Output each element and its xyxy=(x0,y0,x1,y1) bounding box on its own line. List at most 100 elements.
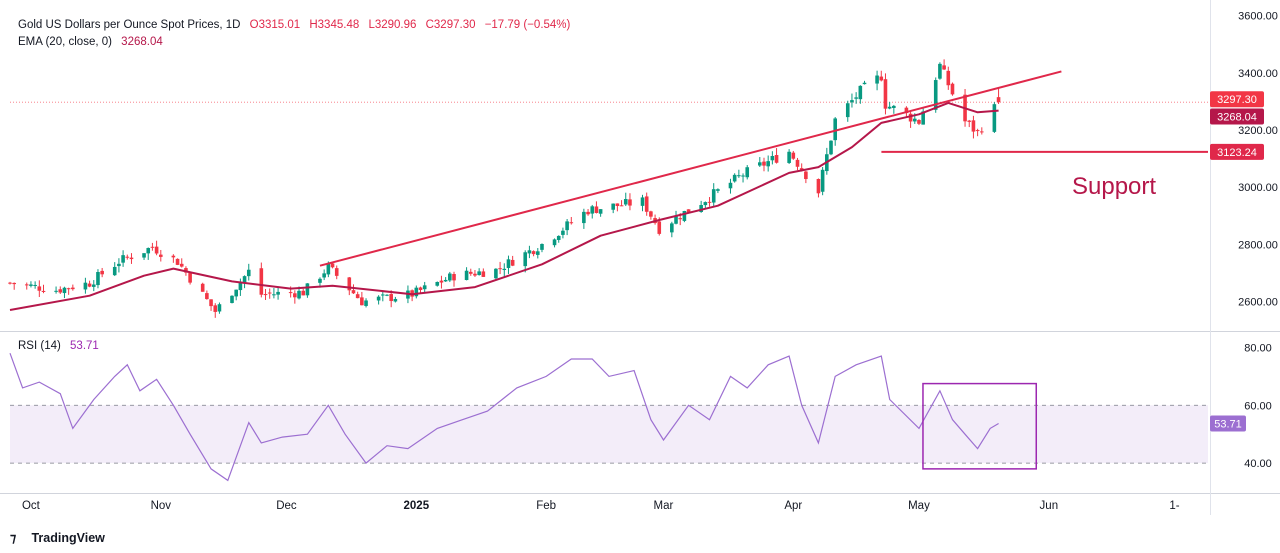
candle-body xyxy=(473,273,477,276)
candle-body xyxy=(565,221,569,231)
candle-body xyxy=(950,83,955,95)
candle-body xyxy=(598,209,603,214)
price-label: 3268.04 xyxy=(1217,112,1257,124)
candle-body xyxy=(699,205,703,213)
price-label-bg xyxy=(1210,91,1264,108)
candle-body xyxy=(510,259,515,266)
candle-body xyxy=(37,286,42,291)
candle-body xyxy=(502,268,507,270)
candle-body xyxy=(364,300,368,306)
candle-body xyxy=(879,76,884,81)
candle-body xyxy=(129,257,134,260)
candle-body xyxy=(787,151,791,163)
candle-body xyxy=(12,282,16,285)
candle-body xyxy=(381,294,385,296)
candle-body xyxy=(745,167,750,178)
candle-body xyxy=(205,293,209,300)
candle-body xyxy=(908,113,913,122)
low-value: L3290.96 xyxy=(368,19,417,31)
candle-body xyxy=(875,75,879,84)
candle-body xyxy=(448,273,452,281)
rsi-axis-tick: 80.00 xyxy=(1244,342,1272,354)
candle-body xyxy=(326,263,331,275)
candle-body xyxy=(58,289,63,293)
candle-body xyxy=(29,284,33,286)
candle-body xyxy=(393,298,398,302)
candle-body xyxy=(355,294,360,299)
candle-body xyxy=(883,79,888,109)
candle-body xyxy=(975,130,980,132)
tradingview-logo[interactable]: ⁊ TradingView xyxy=(10,530,105,545)
candle-body xyxy=(259,268,264,295)
candle-body xyxy=(917,120,921,124)
candle-body xyxy=(628,199,632,206)
candle-body xyxy=(946,70,951,86)
candle-body xyxy=(716,189,720,191)
candle-body xyxy=(845,103,850,118)
candle-body xyxy=(418,287,423,290)
candle-body xyxy=(674,216,678,224)
candle-body xyxy=(682,210,687,221)
candle-body xyxy=(619,205,624,207)
candle-body xyxy=(272,294,276,296)
candle-body xyxy=(623,199,628,205)
rsi-band xyxy=(10,404,1208,464)
candle-body xyxy=(112,266,117,276)
time-axis-tick: Mar xyxy=(654,500,674,512)
price-axis-tick: 2800.00 xyxy=(1238,239,1278,251)
candle-body xyxy=(293,293,297,298)
candle-body xyxy=(83,282,88,290)
candle-body xyxy=(649,211,653,217)
time-axis-tick: Jun xyxy=(1040,500,1059,512)
ema-label: EMA (20, close, 0) xyxy=(18,36,112,48)
candle-body xyxy=(540,243,544,250)
price-label-bg xyxy=(1210,108,1264,125)
candle-body xyxy=(242,276,247,283)
candle-body xyxy=(892,105,896,108)
time-axis-tick: May xyxy=(908,500,930,512)
candle-body xyxy=(762,161,766,166)
candle-body xyxy=(552,239,557,246)
time-axis-tick: Oct xyxy=(22,500,41,512)
candle-body xyxy=(217,304,222,312)
candle-body xyxy=(657,221,662,234)
candle-body xyxy=(24,284,29,286)
candle-body xyxy=(858,85,863,100)
rsi-last-label: 53.71 xyxy=(1214,418,1242,430)
symbol-title: Gold US Dollars per Ounce Spot Prices, 1… xyxy=(18,19,241,31)
candle-body xyxy=(942,65,946,70)
candle-body xyxy=(87,283,92,287)
ema-legend: EMA (20, close, 0) 3268.04 xyxy=(18,36,169,48)
candle-body xyxy=(351,290,356,294)
candle-body xyxy=(531,251,536,255)
candle-body xyxy=(385,294,389,296)
candle-body xyxy=(171,255,176,258)
candle-body xyxy=(523,252,528,267)
candle-body xyxy=(142,253,146,258)
candle-body xyxy=(121,255,125,263)
candle-body xyxy=(678,218,683,220)
candle-body xyxy=(158,254,163,257)
price-axis-tick: 2600.00 xyxy=(1238,296,1278,308)
candle-body xyxy=(360,297,364,306)
candle-body xyxy=(686,209,691,213)
time-axis-tick: 1- xyxy=(1169,500,1179,512)
candle-body xyxy=(854,97,858,99)
ascending-trendline xyxy=(319,70,1062,267)
open-value: O3315.01 xyxy=(249,19,301,31)
rsi-series xyxy=(9,352,1038,482)
price-axis-tick: 3200.00 xyxy=(1238,125,1278,137)
candle-body xyxy=(829,140,833,155)
candle-body xyxy=(569,222,574,224)
candle-body xyxy=(615,203,620,207)
candle-body xyxy=(71,287,75,290)
candle-body xyxy=(230,295,234,303)
candle-body xyxy=(594,206,599,213)
candle-body xyxy=(188,273,192,283)
time-axis-tick: Feb xyxy=(536,500,556,512)
candle-body xyxy=(670,223,674,233)
candle-body xyxy=(770,156,775,161)
candle-body xyxy=(707,201,712,203)
candle-body xyxy=(334,268,339,276)
candle-body xyxy=(938,63,942,79)
